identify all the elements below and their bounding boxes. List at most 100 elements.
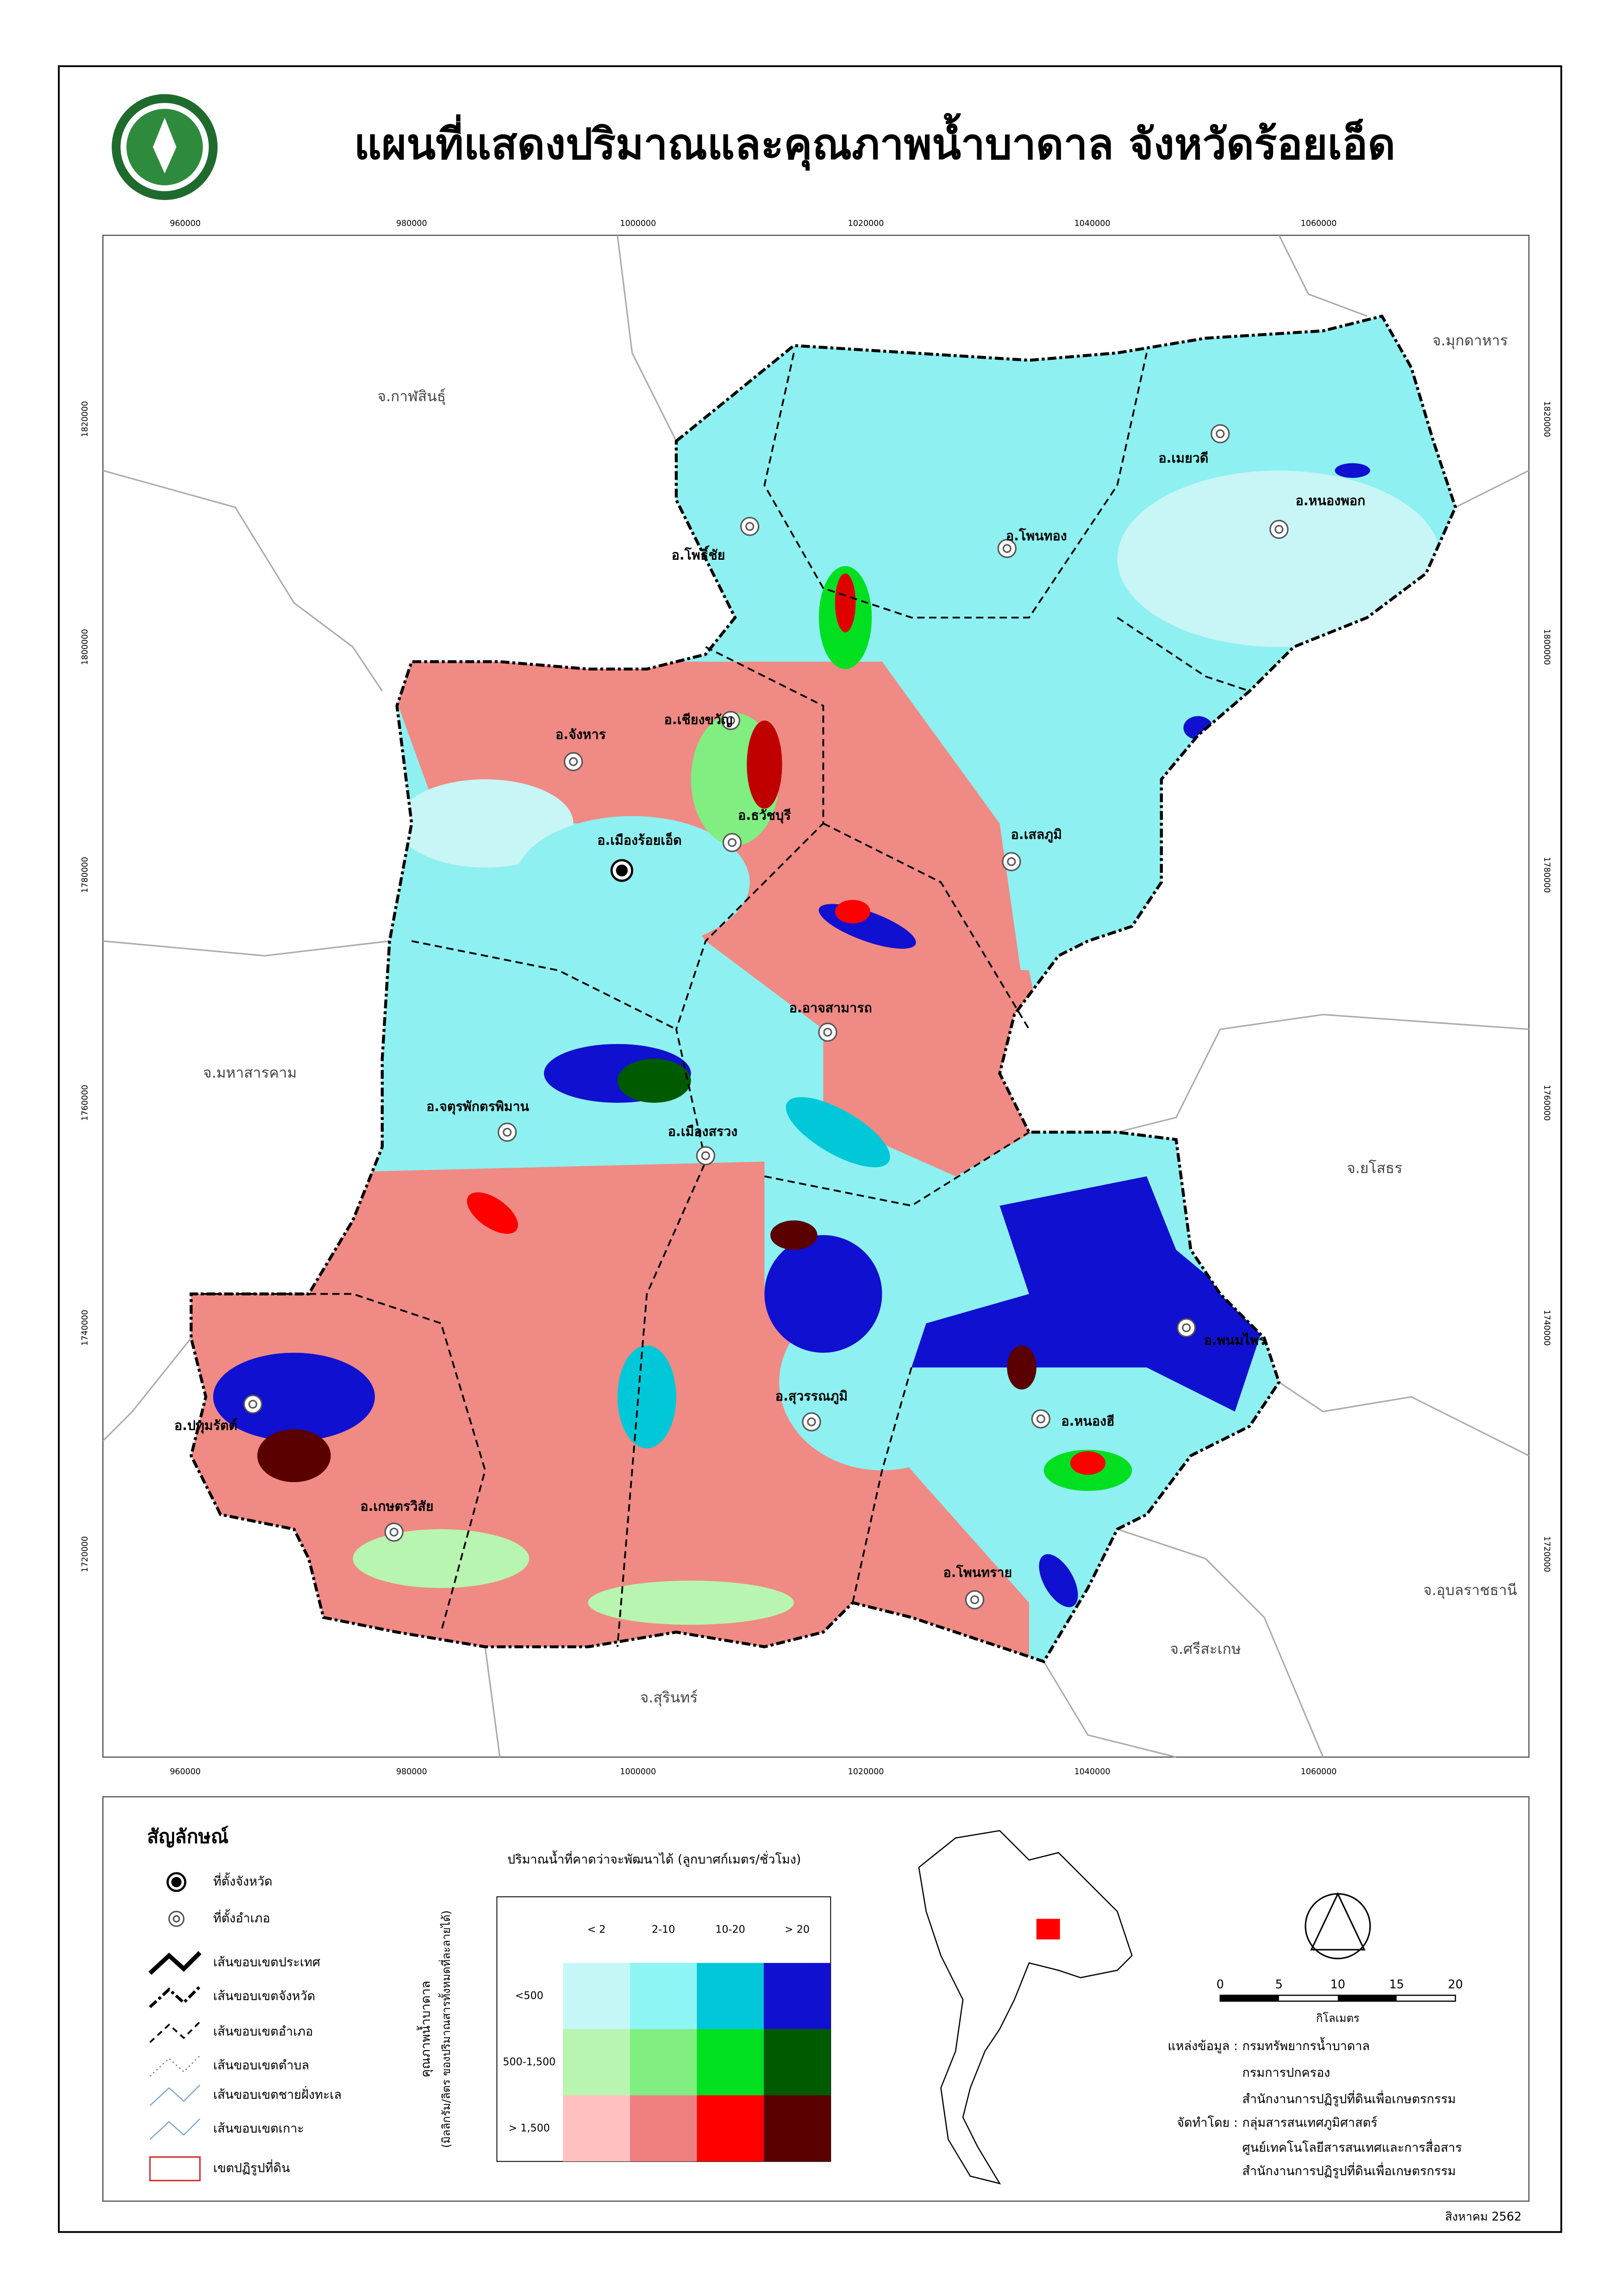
district-marker — [823, 1027, 832, 1037]
y-coord-label: 1740000 — [1542, 1310, 1551, 1346]
district-marker — [965, 1590, 985, 1609]
y-coord-label: 1780000 — [81, 857, 90, 893]
district-label: อ.หนองฮี — [1061, 1413, 1115, 1429]
district-marker — [243, 1395, 262, 1414]
matrix-cell — [763, 2029, 831, 2096]
matrix-cell — [697, 2095, 764, 2162]
legend-label: เขตปฏิรูปที่ดิน — [213, 2159, 290, 2176]
scale-tick-label: 5 — [1275, 1977, 1283, 1991]
district-label: อ.โพนทอง — [1006, 528, 1067, 544]
district-marker — [384, 1522, 404, 1542]
y-coord-label: 1720000 — [81, 1536, 90, 1572]
district-label: อ.จังหาร — [556, 726, 606, 742]
y-coord-label: 1720000 — [1542, 1536, 1551, 1572]
matrix-quality-label: คุณภาพน้ำบาดาล — [416, 1981, 433, 2077]
legend-label: เส้นขอบเขตเกาะ — [213, 2121, 304, 2136]
district-marker — [389, 1527, 399, 1537]
legend-label: เส้นขอบเขตประเทศ — [213, 1955, 320, 1970]
sheet-border — [58, 65, 1562, 2233]
y-coord-label: 1820000 — [1542, 401, 1551, 437]
source-item: กรมการปกครอง — [1242, 2065, 1330, 2080]
matrix-column-label: > 20 — [785, 1924, 810, 1936]
matrix-quality-unit: (มิลลิกรัม/ลิตร ของปริมาณสารทั้งหมดที่ละ… — [438, 1910, 453, 2148]
source-item: กรมทรัพยากรน้ำบาดาล — [1242, 2037, 1370, 2053]
district-marker — [1036, 1414, 1045, 1424]
matrix-column-label: 2-10 — [652, 1924, 675, 1936]
matrix-cell — [630, 2029, 697, 2096]
matrix-cell — [563, 1963, 630, 2029]
province-label: จ.มหาสารคาม — [203, 1064, 297, 1081]
y-coord-label: 1760000 — [81, 1085, 90, 1121]
scale-tick-label: 10 — [1330, 1977, 1345, 1991]
legend-symbol — [168, 1910, 185, 1927]
legend-title: สัญลักษณ์ — [147, 1826, 229, 1848]
district-marker — [1274, 525, 1284, 534]
province-label: จ.สุรินทร์ — [640, 1689, 698, 1707]
date: สิงหาคม 2562 — [1445, 2209, 1522, 2223]
district-marker — [1031, 1409, 1051, 1429]
x-coord-label: 1000000 — [620, 1767, 656, 1777]
matrix-row-label: 500-1,500 — [503, 2056, 556, 2068]
thailand-inset — [918, 1830, 1133, 2184]
scale-tick-label: 15 — [1389, 1977, 1404, 1991]
x-coord-label: 980000 — [396, 1767, 427, 1777]
district-label: อ.จตุรพักตรพิมาน — [426, 1098, 529, 1114]
legend-symbol — [149, 1985, 201, 2008]
matrix-row-label: > 1,500 — [509, 2122, 550, 2134]
province-seat-marker — [616, 864, 628, 876]
district-marker — [726, 716, 735, 725]
matrix-cell — [630, 2095, 697, 2162]
y-coord-label: 1780000 — [1542, 857, 1551, 893]
province-label: จ.กาฬสินธุ์ — [377, 388, 446, 405]
neighbor-boundaries — [102, 235, 1529, 1758]
district-label: อ.เกษตรวิสัย — [360, 1498, 433, 1514]
legend-symbol — [150, 2055, 200, 2077]
legend-frame — [102, 1796, 1530, 2202]
district-marker — [997, 538, 1017, 558]
district-marker — [807, 1417, 816, 1426]
district-marker — [248, 1400, 257, 1409]
source-item: สำนักงานการปฏิรูปที่ดินเพื่อเกษตรกรรม — [1242, 2090, 1456, 2106]
source-label: แหล่งข้อมูล : — [1167, 2039, 1238, 2053]
legend-symbol — [149, 2021, 201, 2043]
y-coord-label: 1740000 — [81, 1310, 90, 1346]
matrix-cell — [563, 2095, 630, 2162]
district-label: อ.โพนทราย — [943, 1564, 1012, 1580]
district-marker — [740, 517, 760, 536]
legend-symbol — [149, 2156, 201, 2182]
district-label: อ.สุวรรณภูมิ — [775, 1388, 848, 1404]
district-marker — [722, 833, 742, 852]
district-marker — [563, 752, 583, 771]
district-marker — [1216, 429, 1225, 438]
x-coord-label: 1040000 — [1074, 1767, 1111, 1777]
district-marker — [721, 711, 740, 730]
district-boundaries — [191, 352, 1250, 1647]
district-label: อ.โพธิ์ชัย — [672, 545, 725, 563]
x-coord-label: 1020000 — [848, 219, 884, 228]
x-coord-label: 960000 — [170, 219, 201, 228]
district-label: อ.หนองพอก — [1296, 493, 1366, 508]
legend-label: เส้นขอบเขตอำเภอ — [213, 2024, 313, 2039]
district-marker — [497, 1122, 517, 1142]
district-label: อ.พนมไพร — [1204, 1332, 1266, 1348]
place-labels: จ.มุกดาหารจ.กาฬสินธุ์จ.มหาสารคามจ.ยโสธรจ… — [174, 332, 1517, 1707]
legend-label: เส้นขอบเขตตำบล — [213, 2058, 309, 2072]
scale-tick-label: 20 — [1448, 1977, 1463, 1991]
district-label: อ.เสลภูมิ — [1011, 826, 1062, 843]
district-marker — [1211, 424, 1230, 444]
matrix-cell — [697, 1963, 764, 2029]
province-seat-label: อ.เมืองร้อยเอ็ด — [597, 832, 682, 848]
x-coord-label: 1000000 — [620, 219, 656, 228]
province-label: จ.ศรีสะเกษ — [1170, 1641, 1241, 1658]
x-coord-label: 1040000 — [1074, 219, 1111, 228]
legend-label: เส้นขอบเขตชายฝั่งทะเล — [213, 2086, 341, 2102]
district-marker — [727, 838, 737, 847]
x-coord-label: 1060000 — [1301, 219, 1337, 228]
matrix-column-label: < 2 — [587, 1924, 606, 1936]
x-coord-label: 960000 — [170, 1767, 201, 1777]
district-label: อ.เมืองสรวง — [668, 1123, 738, 1139]
district-marker — [701, 1151, 710, 1160]
logo — [112, 94, 218, 200]
legend-symbol — [148, 1951, 202, 1975]
